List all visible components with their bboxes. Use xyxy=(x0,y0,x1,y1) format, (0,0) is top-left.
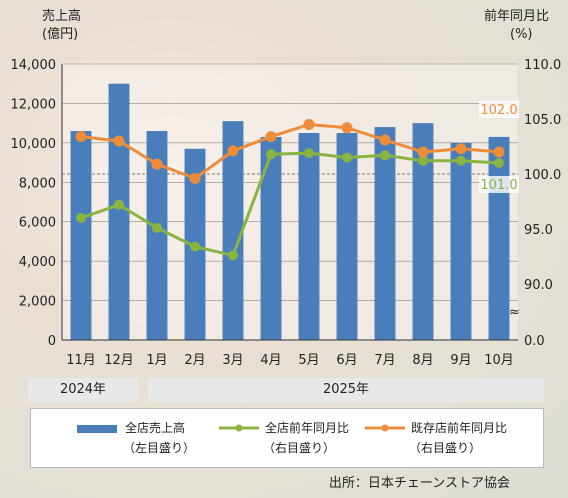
right-tick-label: 90.0 xyxy=(524,278,553,293)
point-4月 xyxy=(265,131,277,143)
point-2月 xyxy=(189,172,201,184)
point-10月 xyxy=(494,158,504,168)
bar-9月 xyxy=(450,142,472,340)
point-5月 xyxy=(304,148,314,159)
bar-7月 xyxy=(374,127,396,340)
left-axis-unit: (億円) xyxy=(42,27,79,42)
bar-5月 xyxy=(298,133,320,340)
x-tick-label: 3月 xyxy=(222,353,243,368)
x-tick-label: 11月 xyxy=(66,353,96,368)
right-tick-label: 95.0 xyxy=(524,223,553,238)
point-2月 xyxy=(190,241,200,252)
bar-4月 xyxy=(260,136,282,340)
legend-sub-all: （右目盛り） xyxy=(263,441,336,455)
point-4月 xyxy=(266,149,276,160)
x-tick-label: 8月 xyxy=(412,353,433,368)
legend-swatch-bar xyxy=(77,425,117,433)
bar-3月 xyxy=(222,121,244,341)
year-band-2024: 2024年 xyxy=(28,378,138,402)
right-tick-label: 0.0 xyxy=(524,334,545,349)
right-axis-title: 前年同月比 xyxy=(484,9,550,24)
point-12月 xyxy=(113,135,125,147)
x-tick-label: 1月 xyxy=(146,353,167,368)
x-tick-label: 5月 xyxy=(298,353,319,368)
point-1月 xyxy=(151,158,163,170)
left-tick-label: 2,000 xyxy=(19,295,56,310)
left-tick-label: 12,000 xyxy=(11,97,57,112)
x-tick-label: 10月 xyxy=(484,353,514,368)
bar-6月 xyxy=(336,133,358,340)
point-6月 xyxy=(341,122,353,134)
left-tick-label: 0 xyxy=(48,334,56,349)
x-tick-label: 6月 xyxy=(336,353,357,368)
right-tick-label: 105.0 xyxy=(524,113,561,128)
right-axis-unit: (%) xyxy=(510,27,533,42)
year-band-2025: 2025年 xyxy=(148,378,544,402)
bar-11月 xyxy=(70,131,92,340)
point-9月 xyxy=(455,143,467,155)
legend-label-existing: 既存店前年同月比 xyxy=(411,421,508,435)
legend-label-all: 全店前年同月比 xyxy=(265,421,350,435)
point-9月 xyxy=(456,155,466,166)
legend-sub-existing: （右目盛り） xyxy=(409,441,482,455)
legend-sub-sales: （左目盛り） xyxy=(123,441,196,455)
point-10月 xyxy=(493,146,505,158)
bar-12月 xyxy=(108,83,130,340)
combo-chart: 102.0 101.0 0 2,000 4,000 6,000 8,000 10,000 12… xyxy=(11,58,562,368)
x-tick-label: 9月 xyxy=(450,353,471,368)
data-label-all: 101.0 xyxy=(479,176,519,193)
point-11月 xyxy=(76,213,86,223)
left-tick-label: 14,000 xyxy=(11,58,57,73)
point-8月 xyxy=(418,155,428,166)
data-label-text: 101.0 xyxy=(480,178,517,193)
point-5月 xyxy=(303,119,315,130)
bar-8月 xyxy=(412,123,434,341)
data-label-existing: 102.0 xyxy=(479,101,519,118)
x-tick-label: 4月 xyxy=(260,353,281,368)
left-axis-title: 売上高 xyxy=(42,9,82,24)
right-tick-label: 100.0 xyxy=(524,168,561,183)
left-tick-label: 6,000 xyxy=(19,216,56,231)
gridlines xyxy=(62,63,518,340)
x-tick-label: 12月 xyxy=(104,353,134,368)
x-tick-label: 7月 xyxy=(374,353,395,368)
point-7月 xyxy=(380,150,390,161)
legend-swatch-existing xyxy=(365,424,405,432)
data-label-text: 102.0 xyxy=(480,103,517,118)
right-tick-label: 110.0 xyxy=(524,58,561,73)
bar-series xyxy=(70,83,510,341)
line-existing-stores xyxy=(80,123,500,180)
left-tick-label: 4,000 xyxy=(19,255,56,270)
axes: 0 2,000 4,000 6,000 8,000 10,000 12,000 14,000 0… xyxy=(11,58,562,368)
line-series: 102.0 101.0 xyxy=(75,101,519,261)
bar-1月 xyxy=(146,131,168,340)
x-tick-label: 2月 xyxy=(184,353,205,368)
left-tick-label: 10,000 xyxy=(11,137,57,152)
legend-swatch-all xyxy=(219,424,259,432)
point-11月 xyxy=(75,131,87,143)
plot-area xyxy=(62,64,518,340)
point-3月 xyxy=(227,145,239,157)
left-tick-label: 8,000 xyxy=(19,176,56,191)
point-7月 xyxy=(379,134,391,146)
point-1月 xyxy=(152,222,162,233)
data-label-bg xyxy=(479,101,519,118)
point-8月 xyxy=(417,146,429,158)
axis-break-symbol: ≈ xyxy=(509,305,520,320)
data-label-bg xyxy=(479,176,519,193)
line-all-stores xyxy=(80,151,500,257)
point-6月 xyxy=(342,152,352,163)
point-12月 xyxy=(114,199,124,210)
source-note: 出所：日本チェーンストア協会 xyxy=(328,476,510,491)
point-3月 xyxy=(228,250,238,261)
legend: 全店売上高 （左目盛り） 全店前年同月比 （右目盛り） 既存店前年同月比 （右目… xyxy=(30,408,544,468)
legend-label-sales: 全店売上高 xyxy=(125,421,186,435)
